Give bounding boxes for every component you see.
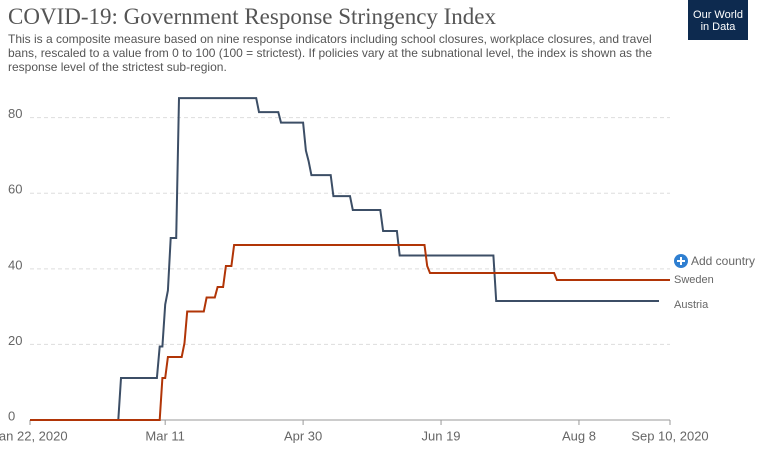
x-tick-label: Aug 8 (562, 428, 596, 443)
chart-title: COVID-19: Government Response Stringency… (8, 4, 497, 29)
series-line (30, 244, 670, 421)
add-country-button[interactable]: Add country (674, 254, 755, 268)
y-tick-label: 60 (8, 182, 22, 197)
x-tick-label: Jun 19 (422, 428, 461, 443)
y-tick-label: 20 (8, 333, 22, 348)
y-tick-label: 0 (8, 408, 15, 423)
chart-subtitle: This is a composite measure based on nin… (8, 32, 653, 74)
add-country-label: Add country (691, 254, 755, 268)
y-tick-label: 40 (8, 257, 22, 272)
logo[interactable]: Our World in Data (688, 0, 748, 40)
x-tick-label: Sep 10, 2020 (631, 428, 708, 443)
x-tick-label: Mar 11 (145, 428, 185, 443)
series-line (30, 97, 659, 421)
series-label: Sweden (674, 274, 714, 286)
x-tick-label: Apr 30 (284, 428, 322, 443)
series-label: Austria (674, 299, 709, 311)
y-tick-label: 80 (8, 106, 22, 121)
add-icon-plus (677, 257, 685, 265)
x-tick-label: Jan 22, 2020 (0, 428, 68, 443)
